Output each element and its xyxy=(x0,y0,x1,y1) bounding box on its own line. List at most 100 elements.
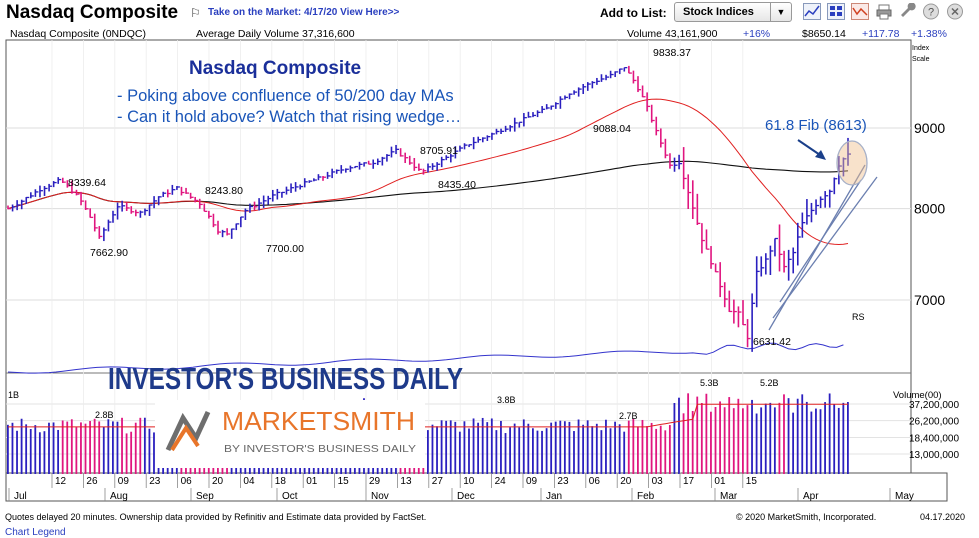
volume-tick-label: 37,200,000 xyxy=(909,400,959,411)
volume-annotation-label: 5.3B xyxy=(700,378,719,388)
date-day-label: 23 xyxy=(149,476,161,487)
volume-bar xyxy=(678,397,680,474)
price-tick-label: 9000 xyxy=(914,120,945,136)
annotation-line-1: - Poking above confluence of 50/200 day … xyxy=(117,87,454,105)
footer-date: 04.17.2020 xyxy=(920,512,966,522)
volume-bar xyxy=(541,430,543,474)
volume-bar xyxy=(682,413,685,474)
annotation-title: Nasdaq Composite xyxy=(189,58,361,79)
volume-bar xyxy=(532,428,534,474)
volume-axis-title: Volume(00) xyxy=(893,390,942,401)
volume-bar xyxy=(7,424,9,474)
volume-bar xyxy=(723,407,726,474)
page-title: Nasdaq Composite xyxy=(6,2,179,23)
date-month-label: Nov xyxy=(371,491,389,502)
volume-bar xyxy=(586,420,589,474)
price-tick-label: 8000 xyxy=(914,201,945,217)
line-chart-icon[interactable] xyxy=(803,3,821,20)
volume-bar xyxy=(102,426,105,474)
volume-bar xyxy=(527,423,530,474)
volume-bar xyxy=(787,398,790,474)
volume-bar xyxy=(650,422,653,474)
volume-bar xyxy=(764,403,767,474)
rs-label: RS xyxy=(852,312,865,322)
index-label: Index xyxy=(912,45,930,52)
volume-bar xyxy=(16,430,18,474)
volume-bars xyxy=(7,393,849,474)
volume-bar xyxy=(609,428,612,474)
date-month-label: Jul xyxy=(14,491,27,502)
volume-bar xyxy=(121,417,123,474)
volume-bar xyxy=(153,432,155,474)
date-day-label: 17 xyxy=(683,476,695,487)
print-icon[interactable] xyxy=(875,3,893,20)
date-day-label: 13 xyxy=(400,476,412,487)
volume-bar xyxy=(801,394,804,474)
chart-alert-icon[interactable] xyxy=(851,3,869,20)
volume-bar xyxy=(38,432,41,474)
volume-bar xyxy=(112,421,114,474)
date-month-label: Sep xyxy=(196,491,214,502)
date-month-label: Aug xyxy=(110,491,128,502)
volume-bar xyxy=(70,419,73,474)
volume-bar xyxy=(815,408,817,474)
volume-bar xyxy=(632,418,635,474)
volume-bar xyxy=(559,420,562,474)
volume-bar xyxy=(463,421,466,474)
help-icon[interactable]: ? xyxy=(922,3,940,20)
volume-bar xyxy=(107,419,110,474)
volume-bar xyxy=(61,420,64,474)
price-label: $8650.14 xyxy=(802,28,846,40)
volume-bar xyxy=(89,421,91,474)
volume-bar xyxy=(490,418,493,474)
date-day-label: 06 xyxy=(181,476,193,487)
volume-bar xyxy=(563,421,566,474)
price-annotation-label: 8705.91 xyxy=(420,145,458,157)
marketsmith-tagline: BY INVESTOR'S BUSINESS DAILY xyxy=(224,443,416,455)
date-day-label: 26 xyxy=(86,476,98,487)
volume-annotation-label: 5.2B xyxy=(760,378,779,388)
grid-view-icon[interactable] xyxy=(827,3,845,20)
date-day-label: 01 xyxy=(714,476,726,487)
list-select[interactable]: Stock Indices ▼ xyxy=(674,2,792,22)
volume-bar xyxy=(710,411,712,474)
close-icon[interactable] xyxy=(946,3,964,20)
percent-change-label: +1.38% xyxy=(911,28,947,40)
volume-bar xyxy=(796,398,799,474)
volume-bar xyxy=(705,393,708,474)
volume-bar xyxy=(805,401,808,474)
volume-bar xyxy=(700,402,703,474)
volume-bar xyxy=(66,421,69,474)
volume-tick-label: 13,000,000 xyxy=(909,450,959,461)
volume-bar xyxy=(93,418,96,474)
take-on-market-link[interactable]: Take on the Market: 4/17/20 View Here>> xyxy=(208,7,400,18)
volume-bar xyxy=(605,419,607,474)
volume-bar xyxy=(436,426,438,474)
volume-bar xyxy=(637,426,639,474)
volume-tick-label: 26,200,000 xyxy=(909,417,959,428)
volume-bar xyxy=(143,417,146,474)
volume-bar xyxy=(522,419,525,474)
scale-label: Scale xyxy=(912,56,930,63)
date-month-label: Mar xyxy=(720,491,738,502)
wrench-icon[interactable] xyxy=(899,3,917,20)
volume-bar xyxy=(673,403,676,474)
date-day-label: 03 xyxy=(652,476,664,487)
flag-icon[interactable]: ⚐ xyxy=(190,6,201,20)
volume-bar xyxy=(25,424,28,474)
volume-bar xyxy=(458,431,461,474)
chart-legend-link[interactable]: Chart Legend xyxy=(5,527,66,538)
date-day-label: 09 xyxy=(526,476,538,487)
volume-bar xyxy=(573,431,575,474)
date-axis: 12 26 09 23 06 20 04 18 01 15 29 13 27 10 24 09 23 06 20 03… xyxy=(8,473,914,502)
fib-highlight-ellipse xyxy=(836,140,868,186)
volume-bar xyxy=(513,423,516,474)
volume-bar xyxy=(828,393,831,474)
volume-change-label: +16% xyxy=(743,28,771,40)
fib-label: 61.8 Fib (8613) xyxy=(765,117,867,134)
volume-bar xyxy=(29,429,32,474)
volume-bar xyxy=(554,421,557,474)
volume-bar xyxy=(536,430,539,474)
date-month-label: May xyxy=(895,491,914,502)
volume-bar xyxy=(778,402,781,474)
